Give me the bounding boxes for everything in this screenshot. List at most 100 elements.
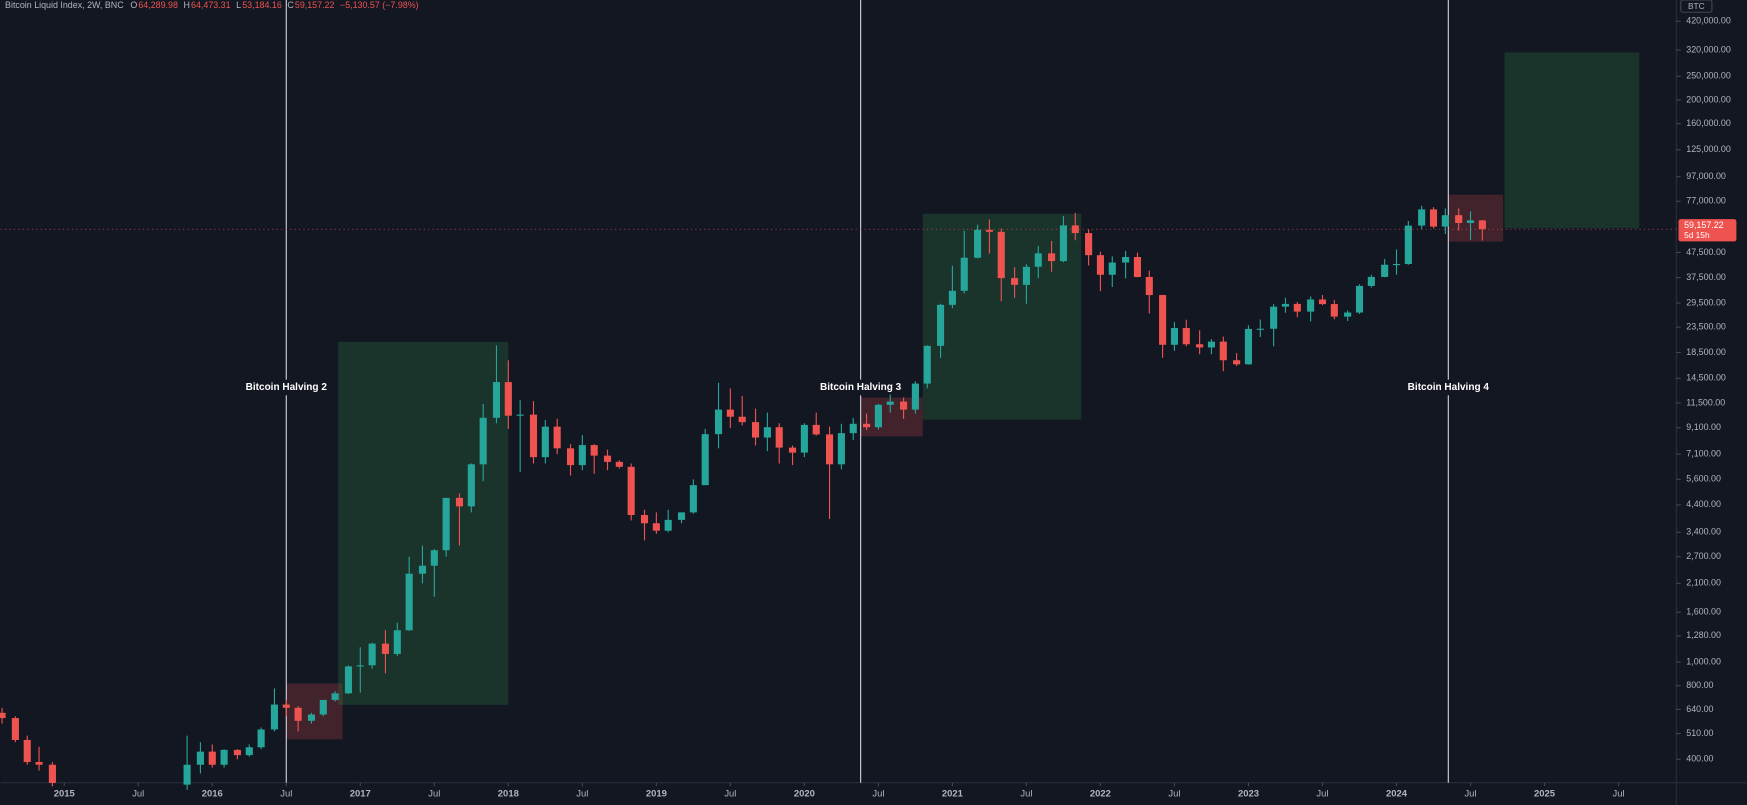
x-tick-label: Jul xyxy=(576,788,588,799)
candle-body xyxy=(381,643,390,654)
y-tick-label: 3,400.00 xyxy=(1686,527,1721,537)
y-tick-label: 1,600.00 xyxy=(1686,607,1721,617)
ohlc-key: O xyxy=(130,0,137,10)
candle-body xyxy=(775,427,783,448)
candle-body xyxy=(825,434,834,465)
candle-body xyxy=(492,382,501,418)
candle-body xyxy=(393,630,401,654)
candle-body xyxy=(1367,276,1375,286)
candle-body xyxy=(578,445,586,466)
x-tick-label: Jul xyxy=(724,788,736,799)
zone xyxy=(1504,52,1640,229)
candle-body xyxy=(467,464,475,507)
x-tick-label: Jul xyxy=(872,788,884,799)
candle-body xyxy=(937,304,945,346)
candle-body xyxy=(900,401,908,410)
y-tick-label: 420,000.00 xyxy=(1686,16,1731,26)
x-tick-label: Jul xyxy=(1168,788,1180,799)
candle-body xyxy=(0,712,6,719)
candle-body xyxy=(183,764,191,785)
candle-body xyxy=(652,523,660,531)
candle-body xyxy=(479,417,487,465)
candle-body xyxy=(911,383,919,410)
candle-body xyxy=(405,573,413,631)
y-tick-label: 200,000.00 xyxy=(1686,94,1731,104)
candle-body xyxy=(763,427,771,438)
candle-body xyxy=(1381,264,1389,277)
halving-label: Bitcoin Halving 2 xyxy=(246,382,328,393)
candle-body xyxy=(985,229,993,232)
countdown-label: 5d 15h xyxy=(1684,230,1710,240)
candle-body xyxy=(849,423,857,434)
candle-body xyxy=(344,666,353,694)
x-tick-label: Jul xyxy=(1464,788,1476,799)
x-tick-label: Jul xyxy=(1316,788,1328,799)
candle-body xyxy=(1233,360,1241,365)
candle-body xyxy=(677,512,686,520)
y-tick-label: 9,100.00 xyxy=(1686,422,1721,432)
y-tick-label: 1,000.00 xyxy=(1686,656,1721,666)
y-tick-label: 160,000.00 xyxy=(1686,118,1731,128)
candle-body xyxy=(1318,299,1327,305)
candle-body xyxy=(430,550,438,566)
candle-body xyxy=(874,404,882,428)
candle-body xyxy=(701,434,709,486)
y-tick-label: 400.00 xyxy=(1686,754,1713,764)
candle-body xyxy=(640,515,649,524)
candle-body xyxy=(1122,257,1130,263)
candle-body xyxy=(1355,285,1364,313)
ohlc-key: C xyxy=(287,0,294,10)
candle-body xyxy=(974,229,982,258)
y-tick-label: 2,700.00 xyxy=(1686,551,1721,561)
x-tick-label: 2024 xyxy=(1386,788,1408,799)
candle-body xyxy=(23,739,31,762)
candle-body xyxy=(603,455,612,462)
candle-body xyxy=(997,231,1005,279)
candle-body xyxy=(726,409,734,417)
ohlc-value: 64,473.31 xyxy=(191,0,231,10)
candle-body xyxy=(1293,303,1301,312)
y-tick-label: 4,400.00 xyxy=(1686,499,1721,509)
candle-body xyxy=(504,382,512,416)
candle-body xyxy=(1196,344,1204,348)
x-tick-label: 2022 xyxy=(1090,788,1111,799)
candle-body xyxy=(233,749,241,756)
symbol-label: BTC xyxy=(1688,1,1705,11)
ohlc-key: H xyxy=(183,0,189,10)
x-tick-label: 2023 xyxy=(1238,788,1259,799)
candle-body xyxy=(331,693,339,700)
candle-body xyxy=(529,414,538,458)
halving-label: Bitcoin Halving 3 xyxy=(820,382,902,393)
candle-body xyxy=(541,426,549,458)
candle-body xyxy=(1085,233,1093,256)
y-tick-label: 320,000.00 xyxy=(1686,44,1731,54)
candle-body xyxy=(837,433,845,465)
halving-label-bg xyxy=(242,379,331,396)
candle-body xyxy=(48,764,56,783)
y-tick-label: 18,500.00 xyxy=(1686,347,1726,357)
candle-body xyxy=(319,699,327,715)
y-tick-label: 510.00 xyxy=(1686,728,1713,738)
candle-body xyxy=(1344,312,1352,317)
candle-body xyxy=(1418,209,1426,226)
candle-body xyxy=(1133,257,1141,277)
y-tick-label: 29,500.00 xyxy=(1686,297,1726,307)
y-tick-label: 7,100.00 xyxy=(1686,448,1721,458)
y-tick-label: 640.00 xyxy=(1686,704,1713,714)
y-tick-label: 5,600.00 xyxy=(1686,474,1721,484)
x-tick-label: Jul xyxy=(428,788,440,799)
candle-body xyxy=(886,401,894,405)
x-tick-label: 2017 xyxy=(350,788,371,799)
candle-body xyxy=(1022,266,1030,285)
ohlc-value: 64,289.98 xyxy=(138,0,178,10)
candle-body xyxy=(257,729,265,748)
candle-body xyxy=(270,704,278,730)
halving-label: Bitcoin Halving 4 xyxy=(1408,382,1490,393)
candle-body xyxy=(368,643,376,666)
x-tick-label: Jul xyxy=(1612,788,1624,799)
halving-label-bg xyxy=(816,379,905,396)
y-tick-label: 800.00 xyxy=(1686,680,1713,690)
candle-body xyxy=(1455,215,1463,224)
